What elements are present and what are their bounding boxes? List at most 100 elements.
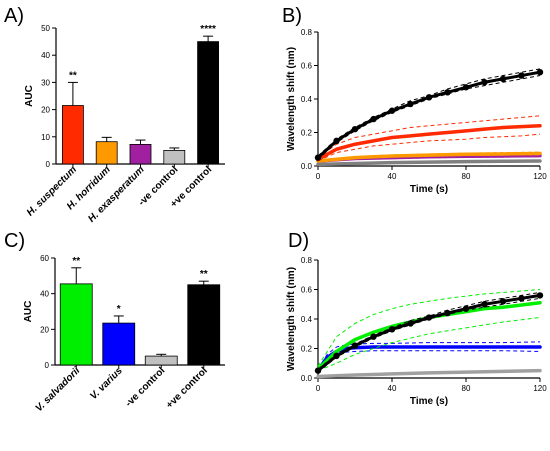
- x-tick-label: 120: [533, 172, 547, 181]
- panel-d-line-chart: 0.0 0.2 0.4 0.6 0.8 Wavelength shift (nm) 0 40 8…: [286, 256, 547, 407]
- y-tick-label: 40: [40, 290, 49, 299]
- confidence-band-upper: [317, 68, 541, 157]
- y-tick-label: 0.2: [301, 345, 313, 354]
- series-point: [444, 89, 451, 96]
- series-point: [370, 115, 377, 123]
- y-tick-label: 0.4: [301, 95, 313, 104]
- y-tick-label: 20: [40, 325, 49, 334]
- x-tick-label: 120: [533, 384, 547, 393]
- series-point: [536, 292, 544, 299]
- confidence-band-upper: [317, 115, 541, 159]
- series-point: [370, 333, 377, 340]
- category-label: -ve control: [123, 365, 167, 409]
- x-tick-label: 80: [462, 172, 471, 181]
- series-point: [444, 309, 451, 317]
- series-point: [388, 326, 396, 333]
- bar: [102, 322, 136, 366]
- confidence-band-upper: [317, 341, 541, 370]
- y-tick-label: 0: [46, 160, 51, 169]
- series-point: [481, 79, 488, 86]
- series-point: [388, 107, 396, 114]
- x-tick-label: 40: [388, 172, 397, 181]
- y-tick-label: 0.6: [301, 62, 313, 71]
- series-point: [425, 94, 433, 101]
- confidence-band-lower: [317, 297, 541, 373]
- panel-label-c: C): [4, 230, 25, 252]
- confidence-band-lower: [317, 317, 541, 372]
- confidence-band-lower: [317, 133, 541, 162]
- y-tick-label: 0.2: [301, 129, 313, 138]
- significance-label: **: [72, 256, 80, 267]
- series-point: [407, 320, 414, 327]
- significance-label: ****: [200, 24, 216, 35]
- bar: [163, 149, 186, 165]
- significance-label: *: [117, 304, 121, 315]
- x-tick-label: 40: [388, 384, 397, 393]
- series-line: [316, 159, 542, 167]
- bar: [197, 41, 220, 165]
- confidence-band-upper: [317, 289, 541, 367]
- series-point: [462, 305, 470, 312]
- significance-label: **: [69, 70, 77, 81]
- category-label: V. salvadorii: [34, 365, 83, 414]
- y-tick-label: 0.4: [301, 315, 313, 324]
- y-tick-label: 60: [40, 254, 49, 263]
- x-axis-title: Time (s): [410, 184, 448, 195]
- confidence-band-lower: [317, 350, 541, 373]
- bar: [144, 355, 178, 366]
- bar: [129, 144, 152, 165]
- series-point: [314, 154, 322, 161]
- series-point: [536, 69, 544, 76]
- y-axis-title: AUC: [24, 85, 35, 107]
- bar: [95, 141, 118, 165]
- y-tick-label: 10: [41, 133, 50, 142]
- bar: [59, 283, 93, 366]
- bar: [187, 284, 221, 366]
- panel-label-d: D): [288, 230, 309, 252]
- category-label: +ve control: [164, 365, 210, 411]
- y-tick-label: 40: [41, 51, 50, 60]
- series-point: [518, 72, 525, 79]
- series-line: [316, 151, 542, 163]
- series-point: [425, 314, 433, 321]
- series-point: [462, 84, 470, 91]
- y-tick-label: 20: [41, 106, 50, 115]
- series-point: [499, 298, 507, 305]
- y-axis-title: Wavelength shift (nm): [286, 47, 297, 151]
- series-point: [518, 295, 525, 302]
- y-tick-label: 50: [41, 24, 50, 33]
- category-label: V. varius: [88, 365, 125, 402]
- y-tick-label: 0.8: [301, 256, 313, 265]
- series-point: [407, 100, 414, 108]
- panel-c-bar-chart: 0 20 40 60 AUC ** V. salvadorii * V. varius-ve c…: [23, 254, 225, 414]
- series-point: [314, 367, 322, 374]
- series-point: [333, 137, 340, 145]
- y-axis-title: AUC: [23, 301, 34, 323]
- series-line: [316, 368, 542, 379]
- y-axis-title: Wavelength shift (nm): [286, 267, 297, 371]
- y-tick-label: 0.8: [301, 28, 313, 37]
- series-point: [499, 75, 507, 83]
- series-point: [351, 125, 359, 133]
- series-line: [316, 124, 542, 162]
- x-tick-label: 0: [316, 384, 321, 393]
- series-point: [351, 342, 359, 349]
- series-point: [333, 352, 340, 360]
- x-tick-label: 0: [316, 172, 321, 181]
- series-point: [481, 301, 488, 308]
- y-tick-label: 0.0: [301, 374, 313, 383]
- x-axis-title: Time (s): [410, 396, 448, 407]
- bar: [62, 105, 84, 165]
- panel-b-line-chart: 0.0 0.2 0.4 0.6 0.8 Wavelength shift (nm) 0 40 8…: [286, 28, 547, 195]
- x-tick-label: 80: [462, 384, 471, 393]
- significance-label: **: [200, 269, 208, 280]
- y-tick-label: 0.0: [301, 162, 313, 171]
- y-tick-label: 30: [41, 78, 50, 87]
- y-tick-label: 0: [45, 361, 50, 370]
- series-line: [316, 301, 542, 371]
- panel-label-b: B): [282, 5, 302, 27]
- y-tick-label: 0.6: [301, 286, 313, 295]
- panel-label-a: A): [4, 5, 24, 27]
